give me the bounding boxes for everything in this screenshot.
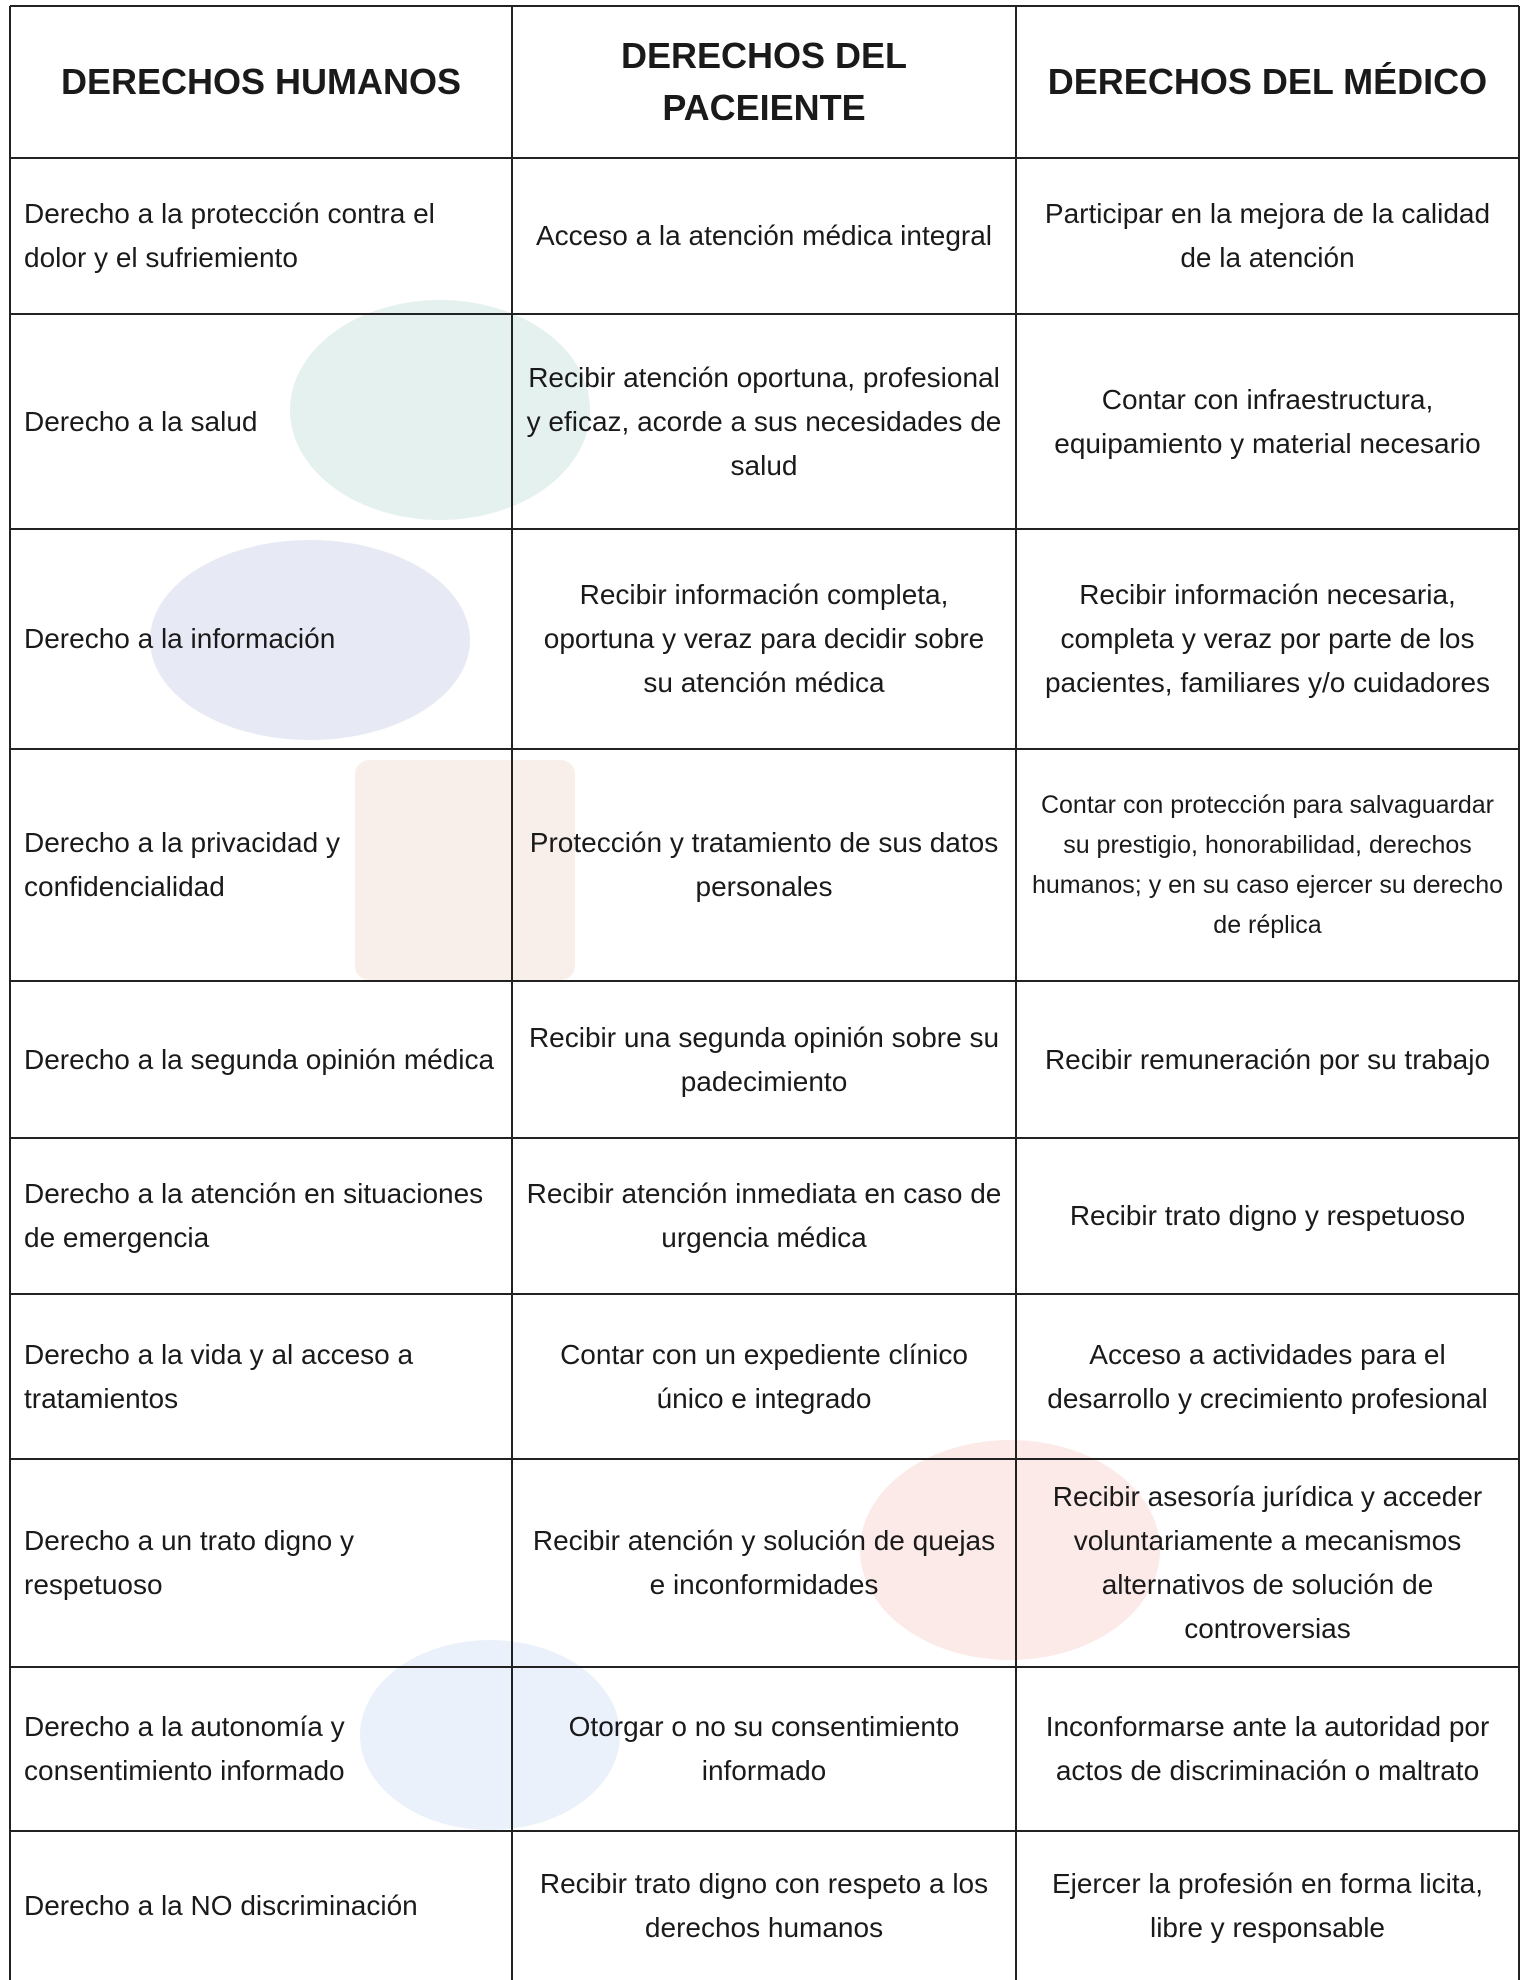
- table-cell: Recibir asesoría jurídica y acceder volu…: [1052, 1481, 1483, 1644]
- header-cell: DERECHOS HUMANOS: [60, 61, 462, 102]
- row-border: [10, 1830, 1519, 1832]
- table-cell: Derecho a la protección contra el dolor …: [24, 198, 435, 273]
- row-border: [10, 313, 1519, 315]
- table-cell: Derecho a un trato digno y respetuoso: [24, 1525, 354, 1600]
- column-border: [511, 6, 513, 1980]
- row-border: [10, 157, 1519, 159]
- row-border: [10, 1458, 1519, 1460]
- table-cell: Recibir información necesaria, completa …: [1044, 579, 1491, 698]
- table-cell: Derecho a la vida y al acceso a tratamie…: [24, 1338, 414, 1414]
- table-cell: Derecho a la autonomía y consentimiento …: [24, 1711, 345, 1786]
- table-cell: Contar con infraestructura, equipamiento…: [1054, 383, 1481, 459]
- table-cell: Protección y tratamiento de sus datos pe…: [529, 827, 999, 902]
- table-cell: Recibir atención inmediata en caso de ur…: [526, 1178, 1002, 1253]
- row-border: [10, 5, 1519, 7]
- table-cell: Acceso a actividades para el desarrollo …: [1047, 1338, 1488, 1414]
- illustration: [355, 760, 575, 980]
- table-cell: Participar en la mejora de la calidad de…: [1044, 198, 1491, 273]
- illustration: [860, 1440, 1160, 1660]
- table-cell: Contar con protección para salvaguardar …: [1031, 791, 1504, 939]
- table-cell: Recibir atención oportuna, profesional y…: [526, 361, 1002, 481]
- column-border: [1518, 6, 1520, 1980]
- table-cell: Recibir trato digno con respeto a los de…: [539, 1867, 989, 1943]
- row-border: [10, 1137, 1519, 1139]
- table-cell: Ejercer la profesión en forma licita, li…: [1051, 1867, 1484, 1943]
- column-border: [1015, 6, 1017, 1980]
- row-border: [10, 980, 1519, 982]
- illustration: [150, 540, 470, 740]
- table-cell: Recibir atención y solución de quejas e …: [532, 1525, 996, 1600]
- table-cell: Acceso a la atención médica integral: [535, 220, 993, 251]
- table-cell: Recibir una segunda opinión sobre su pad…: [528, 1021, 1000, 1097]
- column-border: [9, 6, 11, 1980]
- table-cell: Contar con un expediente clínico único e…: [560, 1338, 968, 1414]
- table-cell: Derecho a la atención en situaciones de …: [24, 1178, 484, 1253]
- row-border: [10, 1666, 1519, 1668]
- table-cell: Otorgar o no su consentimiento informado: [568, 1711, 960, 1786]
- row-border: [10, 1293, 1519, 1295]
- table-cell: Derecho a la información: [24, 623, 336, 654]
- table-cell: Recibir información completa, oportuna y…: [543, 579, 985, 698]
- row-border: [10, 528, 1519, 530]
- table-cell: Derecho a la privacidad y confidencialid…: [24, 827, 340, 902]
- header-cell: DERECHOS DEL PACEIENTE: [620, 35, 908, 128]
- table-cell: Inconformarse ante la autoridad por acto…: [1045, 1711, 1490, 1786]
- table-cell: Derecho a la NO discriminación: [24, 1889, 418, 1921]
- table-cell: Derecho a la segunda opinión médica: [24, 1043, 495, 1075]
- illustration: [360, 1640, 620, 1830]
- table-cell: Derecho a la salud: [24, 405, 258, 437]
- table-cell: Recibir trato digno y respetuoso: [1069, 1200, 1466, 1231]
- illustration: [290, 300, 590, 520]
- header-cell: DERECHOS DEL MÉDICO: [1047, 61, 1488, 102]
- row-border: [10, 748, 1519, 750]
- table-cell: Recibir remuneración por su trabajo: [1044, 1043, 1491, 1075]
